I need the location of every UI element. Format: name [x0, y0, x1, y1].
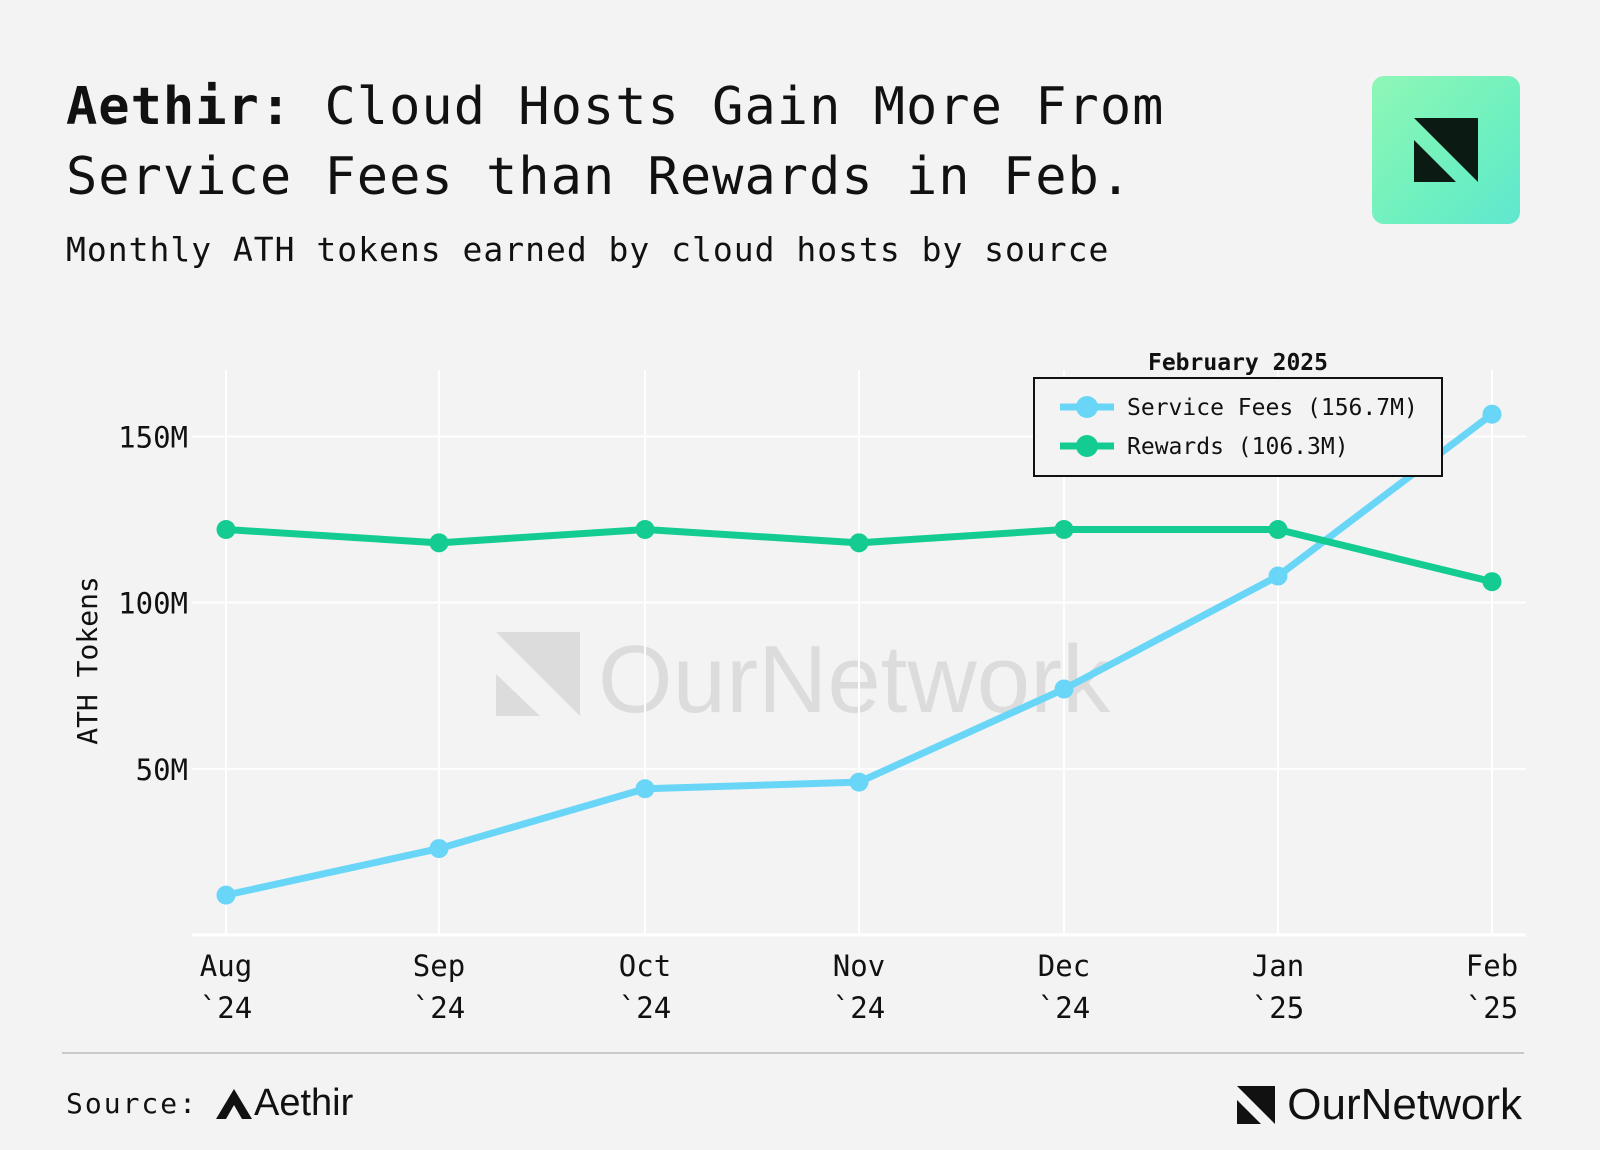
watermark-text: OurNetwork — [598, 626, 1111, 733]
chart-title: Aethir: Cloud Hosts Gain More From Servi… — [66, 72, 1306, 212]
x-tick-label-year: `24 — [619, 991, 671, 1025]
chart-subtitle: Monthly ATH tokens earned by cloud hosts… — [66, 230, 1110, 269]
data-point — [635, 779, 655, 799]
chart-title-rest: Cloud Hosts Gain More From Service Fees … — [66, 77, 1165, 207]
aethir-logo: Aethir — [214, 1082, 353, 1125]
data-point — [1268, 566, 1288, 586]
ournetwork-footer-text: OurNetwork — [1287, 1080, 1522, 1129]
data-point — [216, 520, 236, 540]
x-tick-label-year: `24 — [200, 991, 252, 1025]
x-tick-label: Sep — [413, 949, 465, 983]
x-tick-label-year: `25 — [1252, 991, 1304, 1025]
data-point — [1482, 404, 1502, 424]
legend-title: February 2025 — [1148, 350, 1328, 376]
legend-entry-label: Rewards (106.3M) — [1127, 434, 1349, 460]
data-point — [635, 520, 655, 540]
legend-swatch-marker — [1076, 396, 1098, 418]
legend-box — [1033, 377, 1443, 477]
x-tick-label-year: `24 — [413, 991, 465, 1025]
ournetwork-footer-logo: OurNetwork — [1235, 1080, 1522, 1130]
aethir-logo-text: Aethir — [254, 1082, 354, 1124]
y-tick-label: 50M — [136, 753, 188, 787]
source-credit: Source: Aethir — [66, 1082, 353, 1125]
x-tick-label: Dec — [1038, 949, 1090, 983]
x-tick-label: Aug — [200, 949, 252, 983]
data-point — [429, 839, 449, 859]
x-tick-label: Oct — [619, 949, 671, 983]
x-tick-label: Jan — [1252, 949, 1304, 983]
data-point — [216, 885, 236, 905]
data-point — [1268, 520, 1288, 540]
data-point — [849, 772, 869, 792]
x-tick-label-year: `25 — [1466, 991, 1518, 1025]
x-tick-label-year: `24 — [1038, 991, 1090, 1025]
legend-swatch-marker — [1076, 435, 1098, 457]
ournetwork-logo-icon — [1372, 76, 1520, 224]
legend-entry-label: Service Fees (156.7M) — [1127, 395, 1418, 421]
aethir-logo-icon — [216, 1088, 253, 1119]
data-point — [1482, 572, 1502, 592]
ournetwork-logo-glyph — [1414, 118, 1478, 182]
x-tick-label: Feb — [1466, 949, 1518, 983]
watermark: OurNetwork — [496, 626, 1111, 733]
y-axis-label: ATH Tokens — [71, 576, 104, 745]
chart-title-bold: Aethir: — [66, 77, 293, 137]
x-tick-label: Nov — [833, 949, 885, 983]
data-point — [1054, 679, 1074, 699]
data-point — [1054, 520, 1074, 540]
footer-divider — [62, 1052, 1524, 1054]
y-tick-label: 100M — [118, 587, 188, 621]
data-point — [849, 533, 869, 553]
x-tick-label-year: `24 — [833, 991, 885, 1025]
source-label: Source: — [66, 1087, 199, 1120]
ournetwork-footer-icon — [1237, 1086, 1276, 1124]
y-tick-label: 150M — [118, 420, 188, 454]
data-point — [429, 533, 449, 553]
